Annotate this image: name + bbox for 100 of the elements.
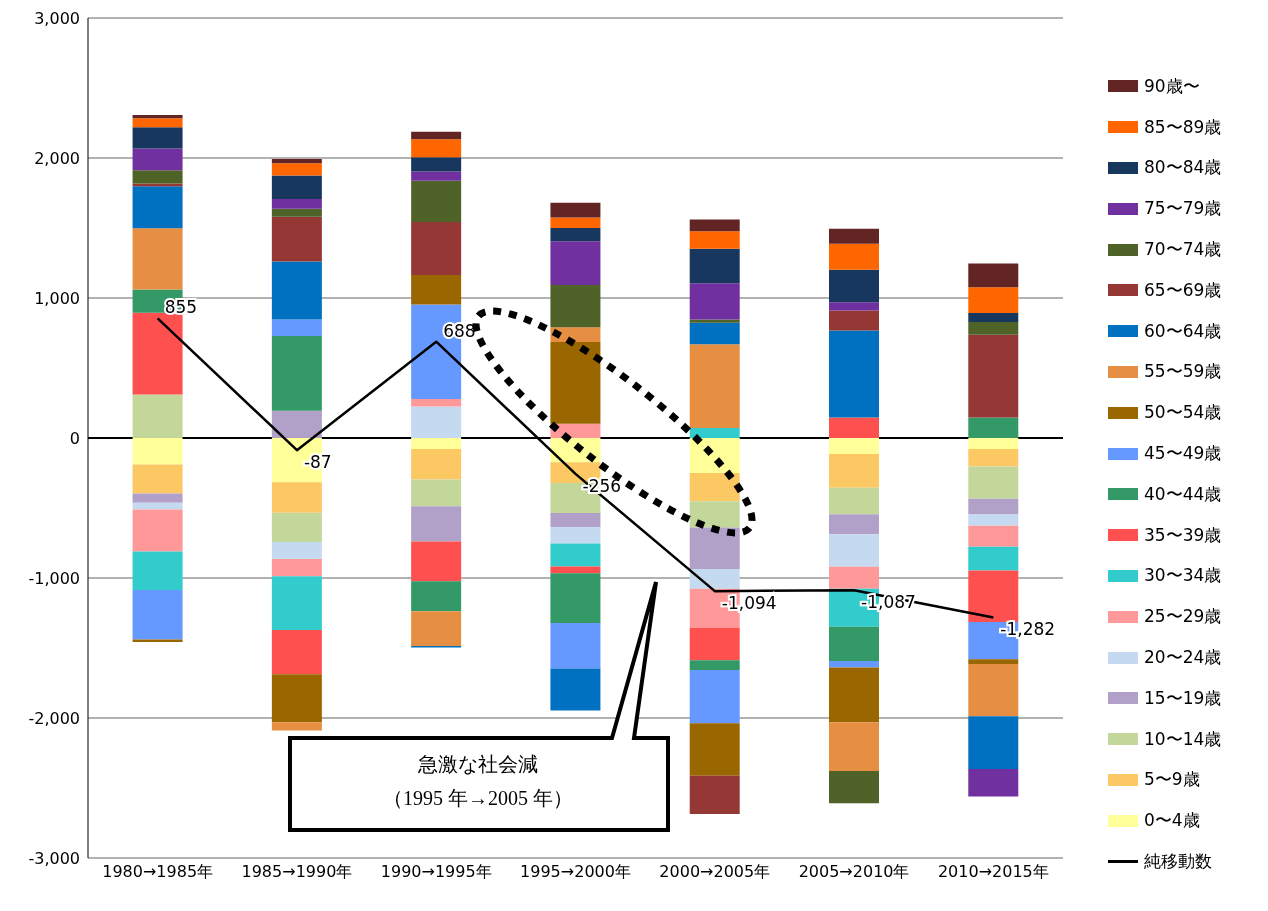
bar	[829, 660, 879, 668]
bar	[132, 183, 183, 187]
bar	[829, 454, 879, 488]
bar	[132, 464, 183, 494]
bar	[271, 158, 322, 164]
bar	[829, 330, 879, 418]
bar	[271, 674, 322, 723]
annotation: （1995 年→2005 年）	[383, 787, 573, 809]
bar	[968, 769, 1019, 797]
annotation: 急激な社会減	[417, 753, 538, 775]
bar	[271, 410, 322, 438]
bar	[411, 406, 462, 438]
bar	[132, 502, 183, 510]
bar	[689, 319, 740, 323]
bar	[411, 611, 462, 646]
y-tick-label: -3,000	[28, 848, 80, 868]
legend-label: 70〜74歳	[1144, 238, 1222, 262]
bar	[968, 525, 1019, 547]
bar	[271, 629, 322, 675]
bar	[550, 217, 601, 228]
bar	[411, 506, 462, 542]
data-label: -87	[303, 452, 332, 473]
y-tick-label: 2,000	[34, 148, 80, 168]
bar	[689, 428, 740, 438]
x-tick-label: 2005→2010年	[798, 862, 910, 882]
bar	[829, 487, 879, 515]
y-tick-label: -1,000	[28, 568, 80, 588]
legend-label: 50〜54歳	[1144, 401, 1222, 425]
bar	[968, 659, 1019, 665]
bar	[411, 541, 462, 582]
bar	[411, 222, 462, 276]
bar	[271, 208, 322, 217]
legend-label: 65〜69歳	[1144, 278, 1222, 302]
bar	[132, 127, 183, 149]
bar	[271, 559, 322, 577]
bar	[550, 543, 601, 567]
legend-label: 15〜19歳	[1144, 686, 1222, 710]
x-tick-label: 2000→2005年	[659, 862, 771, 882]
bar	[411, 479, 462, 507]
bar	[411, 180, 462, 223]
bar	[829, 302, 879, 311]
legend-label: 90歳〜	[1144, 74, 1200, 98]
bar	[689, 219, 740, 232]
legend-label: 25〜29歳	[1144, 605, 1222, 629]
legend-label: 30〜34歳	[1144, 564, 1222, 588]
bar	[271, 722, 322, 731]
bar	[968, 498, 1019, 515]
bar	[271, 319, 322, 336]
legend-label: 20〜24歳	[1144, 646, 1222, 670]
bar	[411, 171, 462, 181]
bar	[550, 241, 601, 285]
bar	[968, 334, 1019, 418]
bar	[132, 228, 183, 290]
bar	[689, 627, 740, 661]
bar	[968, 514, 1019, 526]
bar	[968, 417, 1019, 438]
bar	[132, 493, 183, 503]
bar	[829, 667, 879, 723]
bar	[132, 186, 183, 229]
bar	[271, 576, 322, 630]
bar	[689, 670, 740, 724]
legend-label: 純移動数	[1144, 850, 1212, 874]
x-tick-label: 1990→1995年	[380, 862, 492, 882]
legend-label: 60〜64歳	[1144, 319, 1222, 343]
bar	[411, 131, 462, 140]
bar	[829, 417, 879, 438]
bar	[271, 198, 322, 209]
bar	[411, 438, 462, 450]
bar	[689, 248, 740, 284]
bar	[132, 509, 183, 552]
data-label: -1,094	[721, 593, 777, 614]
bar	[689, 775, 740, 814]
bar	[968, 449, 1019, 467]
bar	[550, 284, 601, 328]
bar	[132, 148, 183, 171]
y-tick-label: 0	[69, 428, 80, 448]
legend-label: 40〜44歳	[1144, 482, 1222, 506]
bar	[271, 216, 322, 262]
bar	[132, 438, 183, 465]
bar	[829, 228, 879, 244]
bar	[550, 526, 601, 544]
y-tick-label: 1,000	[34, 288, 80, 308]
bar	[550, 573, 601, 623]
bar	[968, 322, 1019, 335]
bar	[689, 438, 740, 473]
x-tick-label: 2010→2015年	[937, 862, 1049, 882]
bar	[132, 170, 183, 184]
bar	[829, 514, 879, 535]
bar	[689, 322, 740, 345]
bar	[689, 231, 740, 249]
bar	[689, 723, 740, 776]
legend-label: 35〜39歳	[1144, 523, 1222, 547]
bar	[829, 722, 879, 771]
bar	[132, 312, 183, 395]
x-tick-label: 1985→1990年	[241, 862, 353, 882]
bar	[550, 202, 601, 218]
legend-label: 0〜4歳	[1144, 809, 1200, 833]
legend-label: 5〜9歳	[1144, 768, 1200, 792]
x-tick-label: 1980→1985年	[102, 862, 214, 882]
bar	[271, 261, 322, 320]
